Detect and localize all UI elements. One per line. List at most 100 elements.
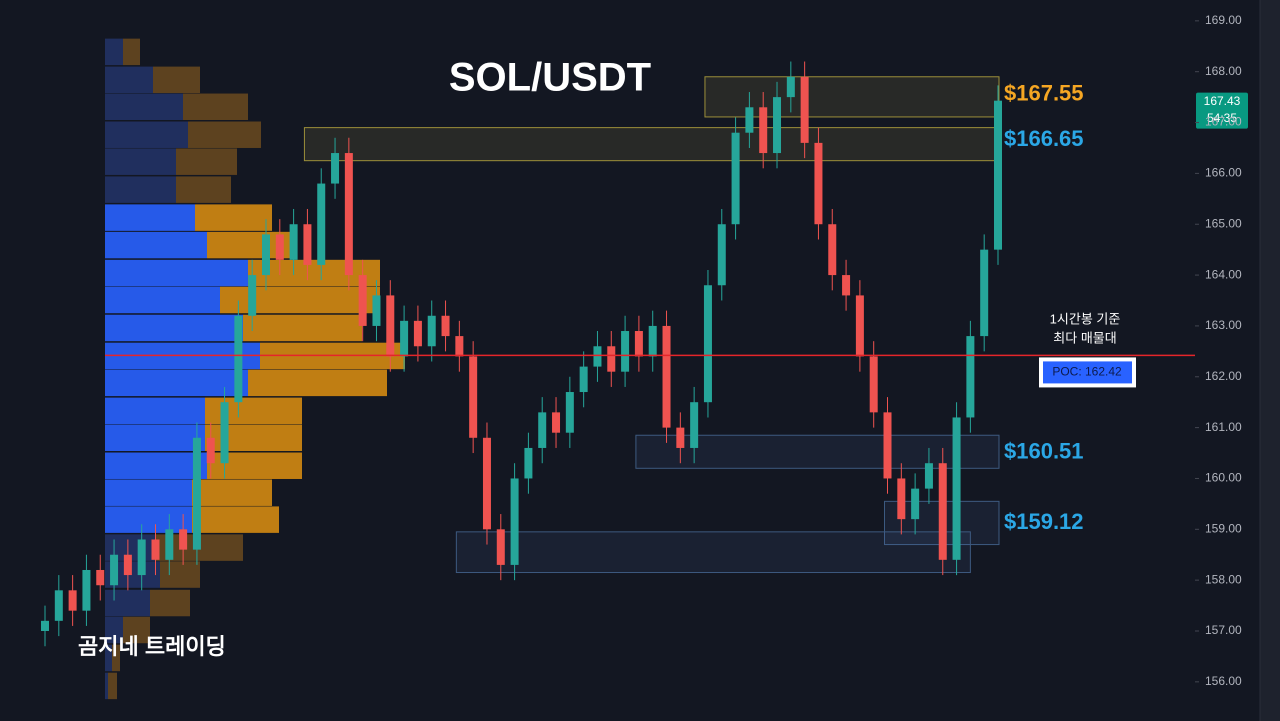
zone-label: $160.51: [1004, 438, 1084, 463]
profile-sell: [195, 204, 272, 231]
candle-body: [552, 412, 561, 433]
candle-body: [400, 320, 409, 357]
y-tick-label: 162.00: [1205, 369, 1242, 383]
profile-buy: [105, 204, 195, 231]
candle-body: [524, 447, 533, 479]
candle-body: [717, 224, 726, 286]
profile-buy: [105, 231, 207, 259]
candle-body: [248, 275, 257, 316]
candle-body: [980, 249, 989, 337]
profile-sell: [188, 121, 261, 148]
profile-buy: [105, 38, 123, 66]
candle-body: [731, 132, 740, 225]
candle-body: [966, 336, 975, 418]
profile-buy: [105, 286, 220, 314]
profile-sell: [123, 616, 150, 644]
candle-body: [662, 325, 671, 428]
profile-sell: [205, 424, 302, 452]
candle-body: [413, 320, 422, 347]
chart-title: SOL/USDT: [449, 56, 651, 100]
y-tick-label: 164.00: [1205, 267, 1242, 281]
candle-body: [151, 539, 160, 560]
profile-sell: [220, 286, 380, 314]
candle-body: [690, 402, 699, 448]
profile-buy: [105, 93, 183, 121]
profile-buy: [105, 644, 112, 672]
candle-body: [883, 412, 892, 479]
zone: [704, 76, 1000, 118]
profile-sell: [160, 561, 200, 588]
candle-body: [68, 590, 77, 611]
zone: [455, 531, 971, 574]
candle-body: [703, 285, 712, 403]
profile-sell: [150, 589, 190, 617]
candle-body: [165, 529, 174, 560]
candle-body: [579, 366, 588, 393]
candle-body: [41, 620, 49, 632]
profile-buy: [105, 369, 248, 397]
profile-sell: [205, 397, 302, 425]
profile-buy: [105, 452, 207, 479]
profile-sell: [183, 93, 248, 121]
candle-body: [800, 76, 809, 143]
y-tick-label: 166.00: [1205, 166, 1242, 180]
y-tick-label: 169.00: [1205, 13, 1242, 27]
candle-body: [206, 437, 215, 464]
candle-body: [303, 224, 312, 265]
profile-buy: [105, 479, 192, 506]
candle-body: [607, 346, 616, 372]
candle-body: [358, 275, 367, 326]
y-tick-label: 161.00: [1205, 420, 1242, 434]
candle-body: [773, 97, 782, 154]
profile-buy: [105, 616, 123, 644]
candle-body: [96, 569, 105, 586]
candle-body: [759, 107, 768, 154]
profile-sell: [192, 506, 279, 533]
candle-body: [482, 437, 491, 530]
candle-body: [317, 183, 326, 265]
candle-body: [137, 539, 146, 576]
candle-body: [275, 234, 284, 260]
watermark: 곰지네 트레이딩: [78, 634, 226, 659]
candle-body: [386, 295, 395, 357]
price-tag: [1196, 92, 1248, 129]
candle-body: [994, 100, 1002, 250]
y-tick-label: 168.00: [1205, 64, 1242, 78]
zone: [303, 127, 1000, 162]
candle-body: [938, 463, 947, 560]
candle-body: [634, 331, 643, 357]
poc-note: 최다 매물대: [1053, 330, 1116, 345]
candle-body: [538, 412, 547, 448]
y-tick-label: 160.00: [1205, 471, 1242, 485]
candle-body: [952, 417, 961, 560]
zone-label: $167.55: [1004, 80, 1084, 105]
candle-body: [469, 356, 478, 438]
candle-body: [123, 554, 132, 576]
y-tick-label: 156.00: [1205, 674, 1242, 688]
candle-body: [869, 356, 878, 413]
candle-body: [192, 437, 201, 550]
candle-body: [745, 107, 754, 133]
profile-sell: [108, 672, 117, 700]
zone-label: $159.12: [1004, 509, 1084, 534]
profile-sell: [176, 176, 231, 203]
candle-body: [441, 315, 450, 337]
y-tick-label: 159.00: [1205, 521, 1242, 535]
profile-buy: [105, 66, 153, 94]
profile-sell: [248, 259, 380, 287]
profile-buy: [105, 314, 243, 342]
y-tick-label: 157.00: [1205, 623, 1242, 637]
candle-body: [82, 569, 91, 611]
profile-buy: [105, 176, 176, 203]
candle-body: [110, 554, 119, 586]
y-tick-label: 163.00: [1205, 318, 1242, 332]
toolbar: [1260, 0, 1280, 721]
profile-sell: [176, 148, 237, 175]
poc-note: 1시간봉 기준: [1050, 311, 1121, 326]
candle-body: [289, 224, 298, 260]
profile-buy: [105, 148, 176, 175]
profile-sell: [248, 369, 387, 397]
profile-buy: [105, 397, 205, 425]
candle-body: [565, 392, 574, 433]
candle-body: [496, 529, 505, 565]
